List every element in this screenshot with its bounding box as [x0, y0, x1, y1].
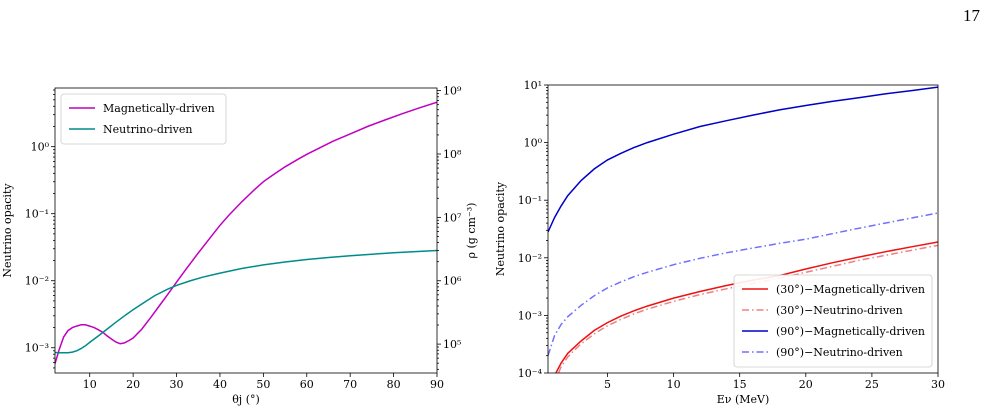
x-axis-label: Eν (MeV) [717, 393, 770, 406]
x-tick-label: 30 [931, 378, 945, 391]
y-tick-label: 10⁻³ [25, 342, 49, 355]
x-tick-label: 20 [799, 378, 813, 391]
chart-1 [51, 87, 441, 377]
x-tick-label: 50 [256, 378, 270, 391]
x-tick-label: 10 [83, 378, 97, 391]
series-line-4 [548, 212, 938, 356]
y-axis-label: Neutrino opacity [1, 183, 14, 278]
legend-label-1: Magnetically-driven [103, 102, 215, 115]
x-tick-label: 90 [430, 378, 444, 391]
legend-label-2: Neutrino-driven [103, 123, 192, 136]
legend-label-2: (30°)−Neutrino-driven [776, 304, 903, 317]
y-tick-label: 10⁰ [524, 137, 543, 150]
legend-box [733, 274, 933, 368]
x-tick-label: 15 [733, 378, 747, 391]
series-line-3 [548, 86, 938, 233]
x-tick-label: 20 [126, 378, 140, 391]
x-tick-label: 70 [343, 378, 357, 391]
y-tick-label: 10⁻³ [518, 309, 542, 322]
y-tick-label: 10¹ [524, 79, 542, 92]
y-tick-label: 10⁻¹ [518, 194, 542, 207]
y-tick-label: 10⁻¹ [25, 208, 49, 221]
series-line-2 [55, 249, 437, 354]
page-number: 17 [963, 6, 980, 25]
x-tick-label: 80 [387, 378, 401, 391]
x-tick-label: 10 [667, 378, 681, 391]
series-line-1 [55, 101, 437, 364]
legend-box [60, 93, 227, 145]
series-line-2 [557, 244, 938, 373]
legend-label-1: (30°)−Magnetically-driven [776, 283, 925, 296]
y2-tick-label: 10⁹ [443, 85, 462, 98]
y-axis-label: Neutrino opacity [494, 181, 507, 276]
y-tick-label: 10⁰ [31, 141, 50, 154]
y2-tick-label: 10⁸ [443, 148, 462, 161]
legend-label-3: (90°)−Magnetically-driven [776, 325, 925, 338]
x-tick-label: 40 [213, 378, 227, 391]
x-tick-label: 30 [170, 378, 184, 391]
y-tick-label: 10⁻⁴ [518, 367, 543, 380]
y-tick-label: 10⁻² [25, 275, 49, 288]
chart-2 [544, 84, 939, 377]
x-tick-label: 25 [865, 378, 879, 391]
x-tick-label: 60 [300, 378, 314, 391]
x-tick-label: 5 [604, 378, 611, 391]
plot-frame [54, 87, 438, 374]
plot-frame [547, 84, 939, 374]
series-line-1 [555, 241, 938, 373]
y2-tick-label: 10⁷ [443, 211, 462, 224]
y2-tick-label: 10⁶ [443, 275, 462, 288]
y2-axis-label: ρ (g cm⁻³) [465, 203, 478, 259]
x-axis-label: θj (°) [232, 393, 260, 406]
y2-tick-label: 10⁵ [443, 338, 461, 351]
legend-label-4: (90°)−Neutrino-driven [776, 346, 903, 359]
y-tick-label: 10⁻² [518, 252, 542, 265]
